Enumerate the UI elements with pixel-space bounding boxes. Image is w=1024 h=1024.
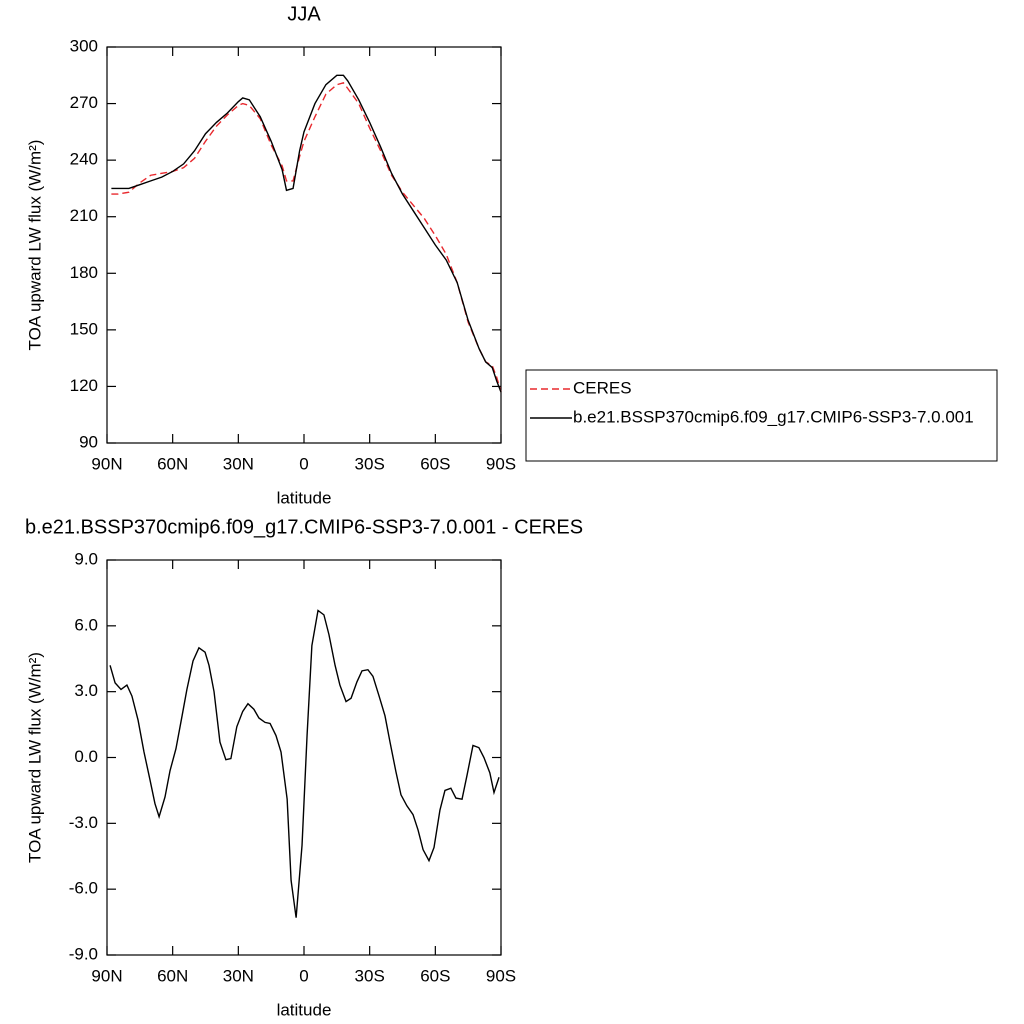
y-axis-label: TOA upward LW flux (W/m²) xyxy=(25,140,44,351)
data-line xyxy=(111,82,502,393)
y-tick-label: 210 xyxy=(70,206,98,225)
data-line xyxy=(109,609,500,918)
x-tick-label: 30S xyxy=(355,454,385,473)
chart-title: JJA xyxy=(287,3,321,25)
legend-box xyxy=(525,369,998,462)
x-tick-label: 0 xyxy=(299,966,308,985)
x-axis-label: latitude xyxy=(277,1000,332,1019)
y-tick-label: 240 xyxy=(70,150,98,169)
y-tick-label: 300 xyxy=(70,36,98,55)
x-tick-label: 30N xyxy=(223,454,254,473)
plot-frame xyxy=(106,559,502,956)
y-tick-label: 90 xyxy=(79,432,98,451)
chart-title: b.e21.BSSP370cmip6.f09_g17.CMIP6-SSP3-7.… xyxy=(25,516,583,538)
y-tick-label: -9.0 xyxy=(69,944,98,963)
y-tick-label: -3.0 xyxy=(69,813,98,832)
y-tick-label: 0.0 xyxy=(74,747,98,766)
x-tick-label: 60N xyxy=(157,966,188,985)
data-line xyxy=(111,74,502,393)
x-tick-label: 90S xyxy=(486,966,516,985)
y-tick-label: 3.0 xyxy=(74,681,98,700)
legend-label: b.e21.BSSP370cmip6.f09_g17.CMIP6-SSP3-7.… xyxy=(573,407,974,426)
legend-label: CERES xyxy=(573,378,632,397)
x-tick-label: 60N xyxy=(157,454,188,473)
y-tick-label: -6.0 xyxy=(69,879,98,898)
x-tick-label: 30N xyxy=(223,966,254,985)
y-tick-label: 270 xyxy=(70,93,98,112)
y-tick-label: 120 xyxy=(70,376,98,395)
x-axis-label: latitude xyxy=(277,488,332,507)
x-tick-label: 60S xyxy=(420,454,450,473)
y-tick-label: 6.0 xyxy=(74,615,98,634)
x-tick-label: 90S xyxy=(486,454,516,473)
x-tick-label: 30S xyxy=(355,966,385,985)
y-tick-label: 180 xyxy=(70,263,98,282)
x-tick-label: 0 xyxy=(299,454,308,473)
plot-frame xyxy=(106,46,502,444)
y-tick-label: 9.0 xyxy=(74,549,98,568)
x-tick-label: 90N xyxy=(91,966,122,985)
x-tick-label: 60S xyxy=(420,966,450,985)
x-tick-label: 90N xyxy=(91,454,122,473)
y-axis-label: TOA upward LW flux (W/m²) xyxy=(25,652,44,863)
y-tick-label: 150 xyxy=(70,319,98,338)
